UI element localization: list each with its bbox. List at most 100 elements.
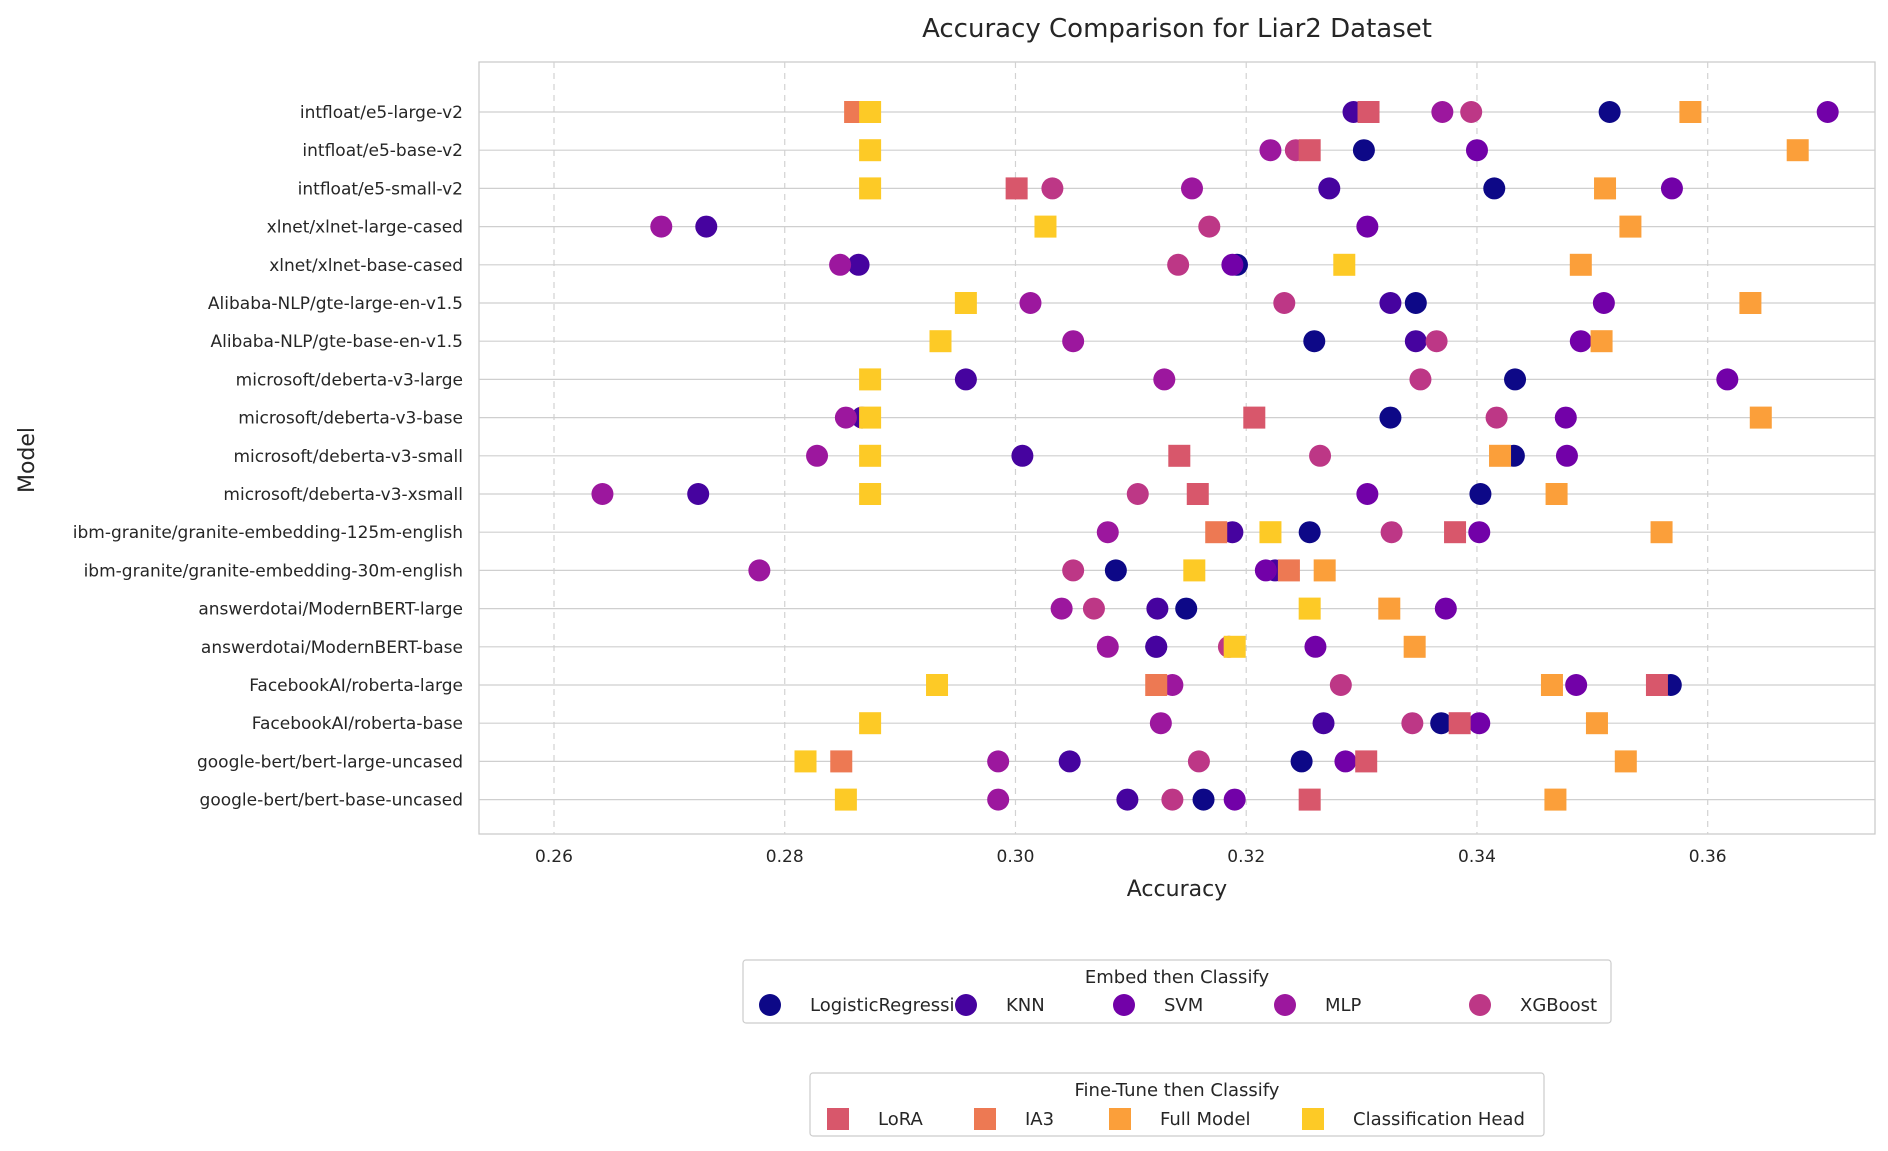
point-xgboost	[1460, 101, 1483, 123]
point-xgboost	[1485, 406, 1508, 429]
point-xgboost	[1425, 330, 1448, 353]
point-svm	[1592, 292, 1615, 314]
point-lora	[1186, 483, 1209, 505]
legend-title: Fine-Tune then Classify	[1075, 1080, 1280, 1101]
point-full-model	[1489, 444, 1512, 467]
point-xgboost	[1167, 253, 1190, 276]
point-svm	[1554, 406, 1577, 429]
data-markers	[591, 101, 1839, 811]
legend-marker-classification-head	[1302, 1108, 1324, 1130]
y-tick-label: intfloat/e5-small-v2	[298, 179, 463, 199]
legend-label-ia3: IA3	[1025, 1109, 1054, 1130]
legend-marker-logisticregression	[759, 994, 781, 1016]
point-full-model	[1679, 101, 1702, 123]
point-knn	[847, 253, 870, 276]
point-svm	[1816, 101, 1839, 123]
point-xgboost	[1126, 483, 1149, 505]
point-full-model	[1545, 483, 1568, 505]
point-knn	[1058, 750, 1081, 773]
point-classification-head	[859, 712, 882, 735]
point-knn	[954, 368, 977, 391]
legend-marker-ia3	[974, 1108, 996, 1130]
legend-marker-svm	[1113, 994, 1135, 1016]
point-classification-head	[954, 292, 977, 314]
x-tick-label: 0.34	[1458, 847, 1496, 867]
point-mlp	[987, 750, 1010, 773]
legend-label-xgboost: XGBoost	[1520, 995, 1597, 1016]
point-xgboost	[1161, 788, 1184, 811]
legend-label-classification-head: Classification Head	[1353, 1109, 1525, 1130]
point-lora	[1444, 521, 1467, 544]
y-tick-label: answerdotai/ModernBERT-large	[198, 600, 463, 620]
point-svm	[1569, 330, 1592, 353]
point-knn	[1318, 177, 1341, 200]
point-classification-head	[1183, 559, 1206, 582]
point-ia3	[1277, 559, 1300, 582]
point-xgboost	[1380, 521, 1403, 544]
x-tick-label: 0.30	[997, 847, 1035, 867]
legend-label-mlp: MLP	[1325, 995, 1362, 1016]
legend-label-knn: KNN	[1006, 995, 1045, 1016]
point-classification-head	[859, 101, 882, 123]
point-svm	[1334, 750, 1357, 773]
point-classification-head	[1298, 597, 1321, 620]
point-svm	[1555, 444, 1578, 467]
point-mlp	[1180, 177, 1203, 200]
point-classification-head	[859, 139, 882, 162]
point-classification-head	[794, 750, 817, 773]
point-full-model	[1313, 559, 1336, 582]
point-knn	[1404, 330, 1427, 353]
point-svm	[1356, 483, 1379, 505]
point-mlp	[1019, 292, 1042, 314]
point-logisticregression	[1104, 559, 1127, 582]
point-lora	[1448, 712, 1471, 735]
point-full-model	[1594, 177, 1617, 200]
point-mlp	[1431, 101, 1454, 123]
y-tick-label: Alibaba-NLP/gte-large-en-v1.5	[208, 294, 463, 314]
point-ia3	[1205, 521, 1228, 544]
legend-label-svm: SVM	[1164, 995, 1203, 1016]
point-lora	[1298, 139, 1321, 162]
legend-marker-xgboost	[1469, 994, 1491, 1016]
y-tick-label: xlnet/xlnet-base-cased	[269, 256, 463, 276]
legend-label-full-model: Full Model	[1160, 1109, 1251, 1130]
point-knn	[1011, 444, 1034, 467]
point-logisticregression	[1298, 521, 1321, 544]
point-classification-head	[1034, 215, 1057, 238]
point-classification-head	[926, 674, 949, 696]
y-tick-label: ibm-granite/granite-embedding-30m-englis…	[84, 561, 463, 581]
point-mlp	[650, 215, 673, 238]
x-tick-label: 0.36	[1689, 847, 1727, 867]
legend-embed: Embed then Classify LogisticRegression KNN…	[742, 959, 1612, 1024]
legend-finetune: Fine-Tune then Classify LoRA IA3 Full Model…	[809, 1072, 1545, 1137]
point-full-model	[1378, 597, 1401, 620]
point-xgboost	[1187, 750, 1210, 773]
point-svm	[1223, 788, 1246, 811]
y-tick-label: google-bert/bert-large-uncased	[197, 752, 463, 772]
point-svm	[1434, 597, 1457, 620]
point-xgboost	[1409, 368, 1432, 391]
chart-title: Accuracy Comparison for Liar2 Dataset	[922, 14, 1432, 44]
point-xgboost	[1198, 215, 1221, 238]
point-classification-head	[859, 483, 882, 505]
point-full-model	[1585, 712, 1608, 735]
legend-label-lora: LoRA	[878, 1109, 924, 1130]
point-logisticregression	[1379, 406, 1402, 429]
point-ia3	[1145, 674, 1168, 696]
point-mlp	[1096, 521, 1119, 544]
point-mlp	[987, 788, 1010, 811]
point-logisticregression	[1430, 712, 1453, 735]
point-svm	[1468, 521, 1491, 544]
point-full-model	[1650, 521, 1673, 544]
point-mlp	[829, 253, 852, 276]
point-lora	[1357, 101, 1380, 123]
point-classification-head	[1259, 521, 1282, 544]
point-knn	[695, 215, 718, 238]
y-tick-label: FacebookAI/roberta-large	[249, 676, 463, 696]
point-classification-head	[859, 444, 882, 467]
point-full-model	[1739, 292, 1762, 314]
axis-ticks: 0.26 0.28 0.30 0.32 0.34 0.36 intfloat/e5-larg…	[73, 103, 1727, 867]
point-mlp	[1153, 368, 1176, 391]
point-svm	[1468, 712, 1491, 735]
